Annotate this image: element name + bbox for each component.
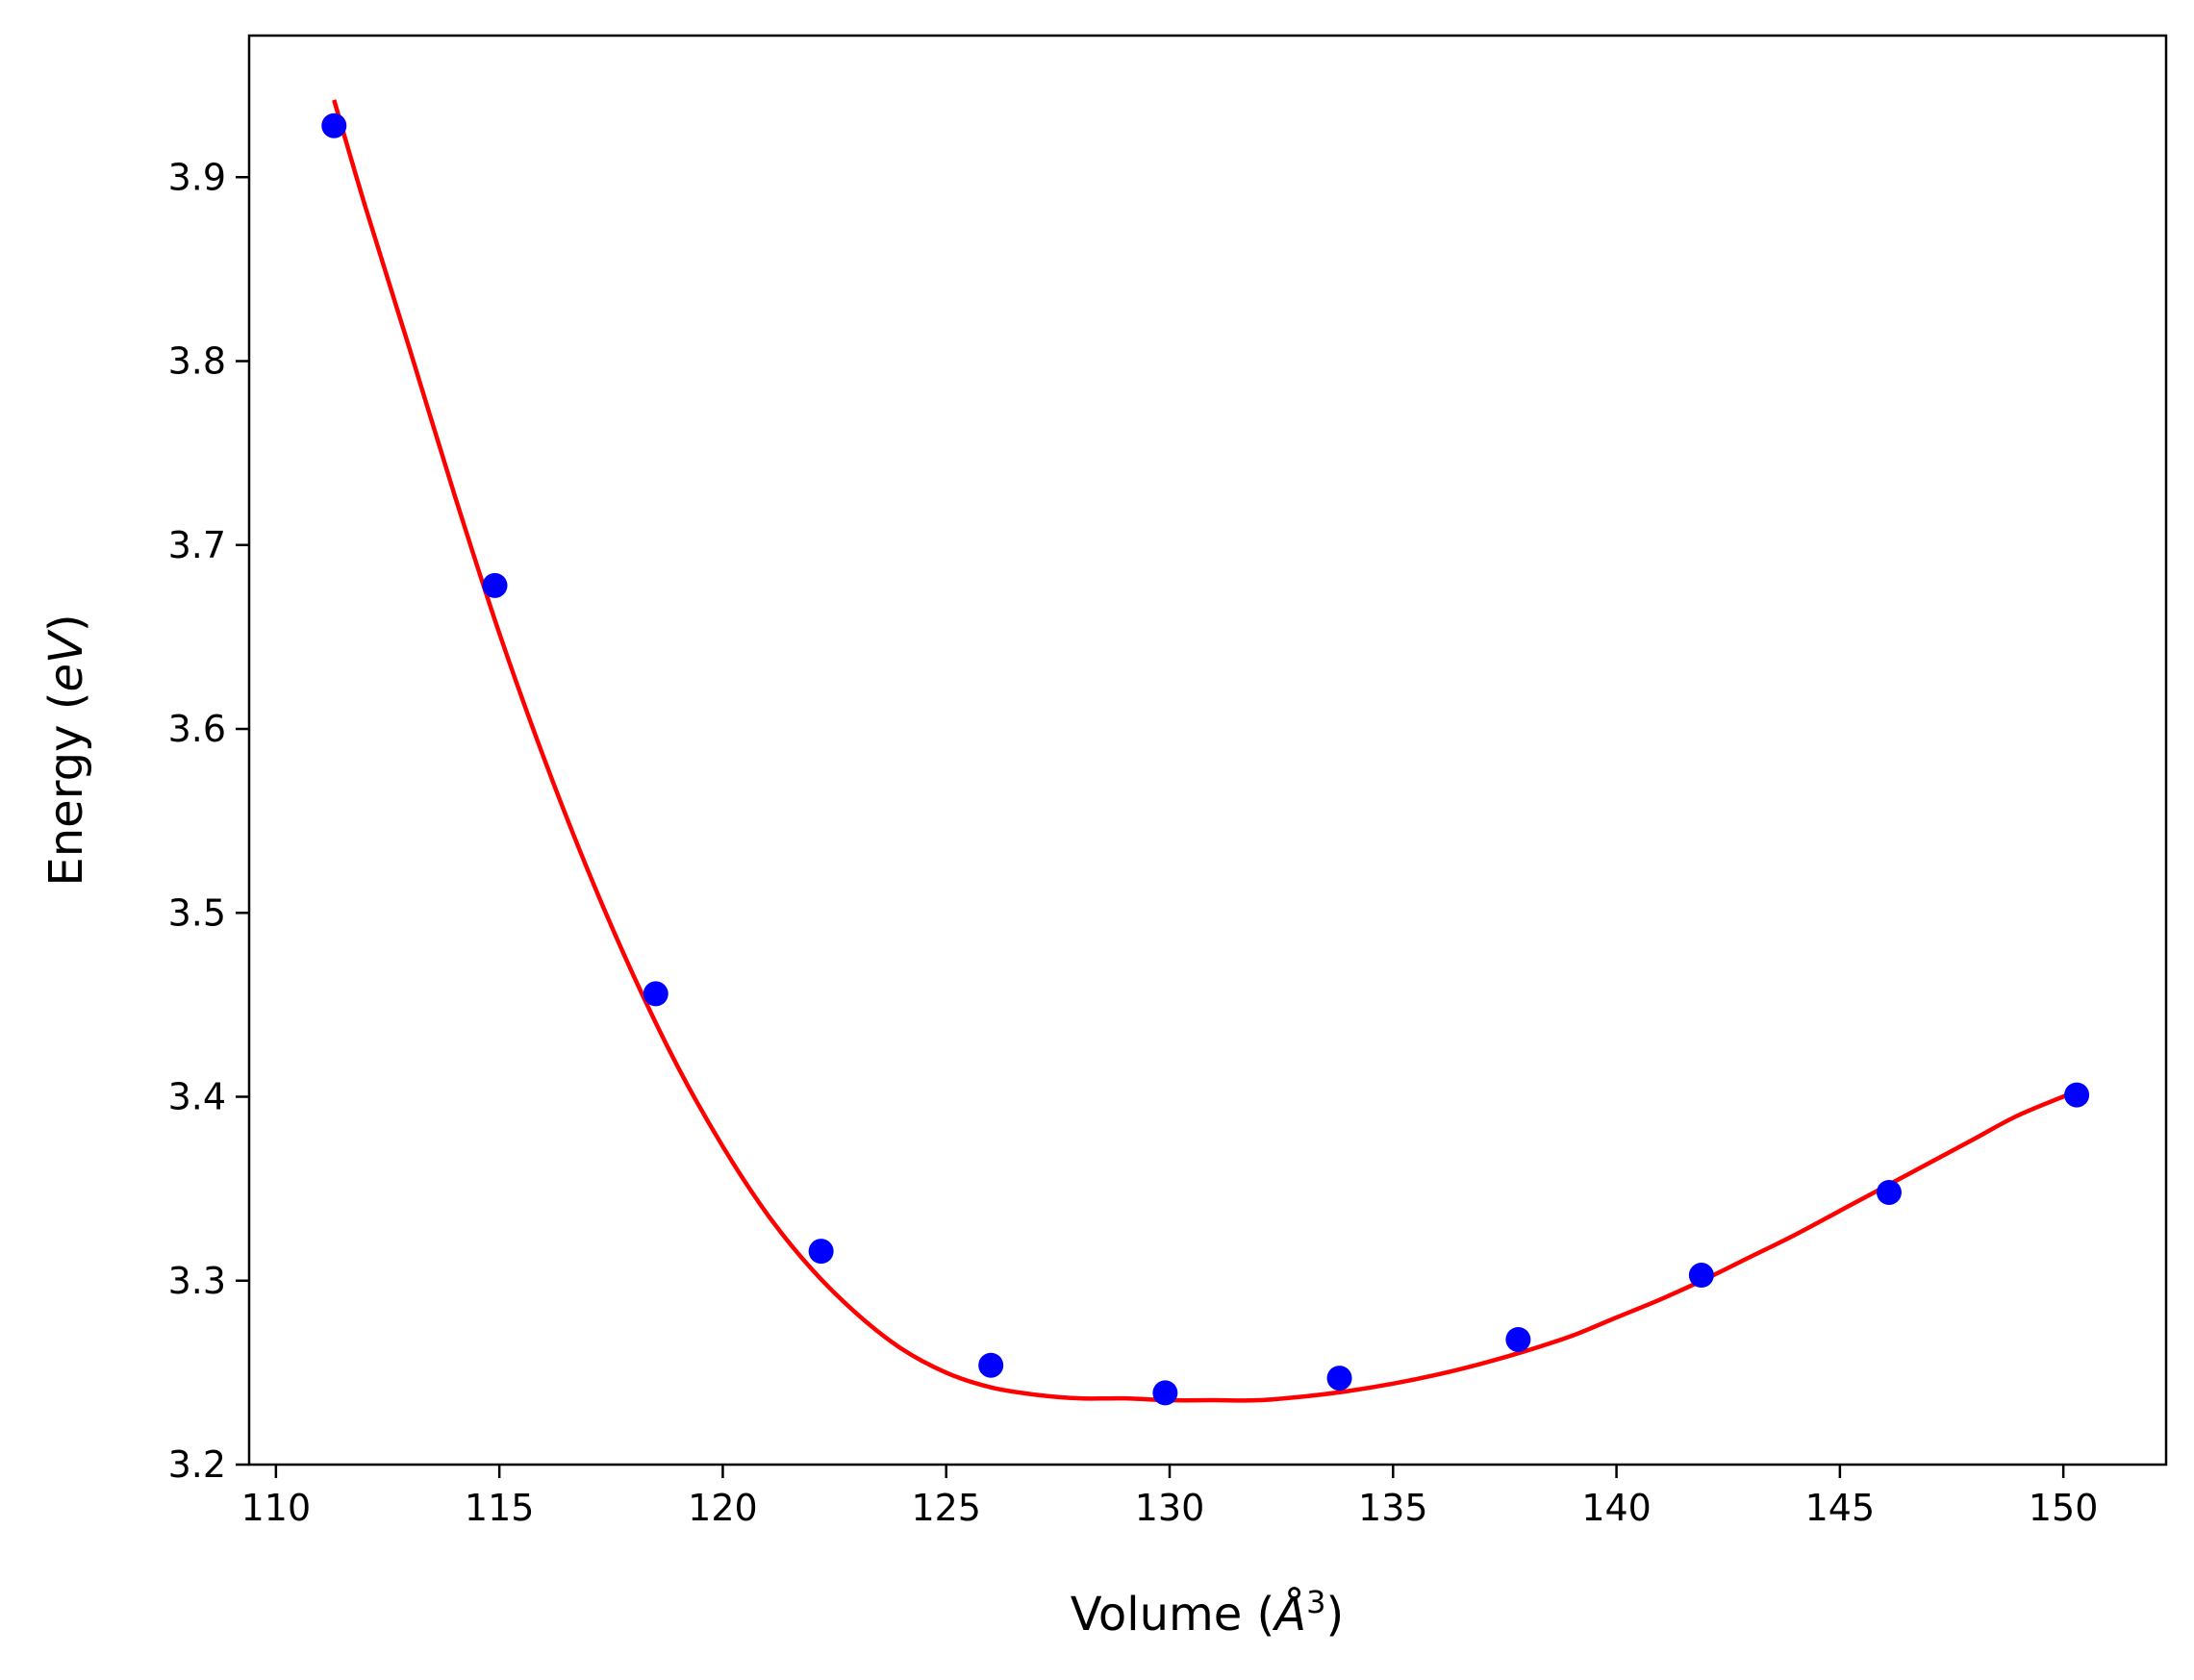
y-tick-label: 3.4 (168, 1076, 226, 1118)
x-tick-label: 130 (1135, 1487, 1205, 1529)
fit-curve-line (332, 99, 2078, 1403)
data-point (2064, 1082, 2090, 1108)
y-axis-ticks: 3.2 3.3 3.4 3.5 3.6 3.7 3.8 3.9 (168, 156, 249, 1486)
y-tick-label: 3.6 (168, 708, 226, 750)
x-tick-label: 125 (911, 1487, 981, 1529)
y-tick-label: 3.8 (168, 340, 226, 383)
x-tick-label: 115 (465, 1487, 535, 1529)
data-point (1152, 1380, 1178, 1406)
y-tick-label: 3.7 (168, 524, 226, 566)
y-tick-label: 3.3 (168, 1260, 226, 1302)
data-point (321, 113, 347, 138)
x-tick-label: 145 (1805, 1487, 1876, 1529)
x-axis-label: Volume (Å3) (1071, 1584, 1344, 1642)
x-tick-label: 120 (688, 1487, 758, 1529)
plot-area (321, 99, 2090, 1406)
x-axis-ticks: 110 115 120 125 130 135 140 145 150 (241, 1465, 2099, 1529)
data-point (1876, 1179, 1902, 1205)
y-tick-label: 3.9 (168, 156, 226, 198)
x-tick-label: 150 (2029, 1487, 2099, 1529)
data-point (1505, 1326, 1531, 1352)
x-tick-label: 135 (1358, 1487, 1428, 1529)
data-point (808, 1239, 834, 1265)
data-point (482, 572, 508, 598)
data-point (1688, 1263, 1714, 1289)
x-tick-label: 110 (241, 1487, 312, 1529)
y-tick-label: 3.2 (168, 1443, 226, 1486)
axes-frame (247, 34, 2168, 1467)
data-point (978, 1352, 1004, 1378)
data-point (643, 981, 668, 1007)
y-axis-label: Energy (eV) (39, 614, 93, 886)
y-tick-label: 3.5 (168, 891, 226, 934)
x-tick-label: 140 (1581, 1487, 1652, 1529)
data-point (1326, 1366, 1352, 1392)
